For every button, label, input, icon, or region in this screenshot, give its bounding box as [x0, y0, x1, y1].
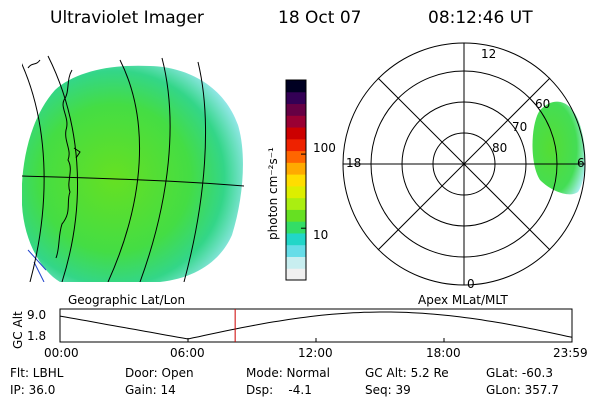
- colorbar-swatch: [286, 91, 306, 105]
- info-dsp: Dsp: -4.1: [246, 383, 312, 397]
- colorbar-tick-10: 10: [313, 228, 329, 242]
- info-glon: GLon: 357.7: [486, 383, 559, 397]
- lat-label-60: 60: [535, 97, 551, 111]
- mlt-label-0: 0: [467, 277, 475, 291]
- colorbar-swatch: [286, 115, 306, 128]
- info-flt: Flt: LBHL: [10, 366, 64, 380]
- meridian: [22, 63, 45, 282]
- colorbar-swatch: [286, 138, 306, 152]
- instrument-title: Ultraviolet Imager: [50, 8, 204, 28]
- colorbar-swatch: [286, 127, 306, 140]
- colorbar-swatch: [286, 103, 306, 116]
- xtick-label: 18:00: [426, 346, 461, 360]
- xtick-label: 00:00: [44, 346, 79, 360]
- parallel: [22, 175, 245, 187]
- info-door: Door: Open: [125, 366, 194, 380]
- colorbar-swatch: [286, 150, 306, 163]
- xtick-label: 12:00: [298, 346, 333, 360]
- time-label: 08:12:46 UT: [428, 8, 533, 28]
- coastline-blue: [27, 249, 47, 282]
- info-gc-alt: GC Alt: 5.2 Re: [365, 366, 449, 380]
- altitude-curve: [59, 311, 573, 340]
- altitude-ytick-bottom: 1.8: [27, 329, 47, 343]
- lat-label-70: 70: [512, 120, 528, 134]
- mlt-label-18: 18: [346, 156, 362, 170]
- polar-diagonal: [377, 77, 551, 251]
- xtick-label: 06:00: [170, 346, 205, 360]
- altitude-ylabel: GC Alt: [11, 311, 25, 349]
- colorbar: [285, 79, 307, 281]
- polar-aurora-blob: [532, 101, 586, 195]
- colorbar-swatch: [286, 197, 306, 210]
- meridian: [107, 59, 141, 282]
- altitude-ytick-top: 9.0: [27, 308, 47, 322]
- mlt-label-6: 6: [577, 156, 585, 170]
- info-glat: GLat: -60.3: [486, 366, 553, 380]
- colorbar-frame: [285, 79, 307, 281]
- colorbar-swatch: [286, 174, 306, 187]
- altitude-xticks: [59, 338, 573, 342]
- colorbar-swatch: [286, 256, 306, 269]
- colorbar-swatch: [286, 244, 306, 257]
- xtick-label: 23:59: [553, 346, 588, 360]
- colorbar-swatch: [286, 80, 306, 93]
- colorbar-swatch: [286, 268, 306, 281]
- geo-image-panel: [22, 55, 245, 282]
- colorbar-tick-100: 100: [313, 141, 336, 155]
- colorbar-swatch: [286, 221, 306, 234]
- date-label: 18 Oct 07: [278, 8, 362, 28]
- uv-image-blob: [22, 65, 243, 282]
- geo-panel-label: Geographic Lat/Lon: [68, 293, 186, 307]
- colorbar-swatch: [286, 209, 306, 222]
- polar-plot: [342, 42, 586, 286]
- altitude-plot: [59, 308, 573, 343]
- altitude-plot-frame: [59, 308, 573, 343]
- info-seq: Seq: 39: [365, 383, 411, 397]
- polar-panel-label: Apex MLat/MLT: [418, 293, 508, 307]
- meridian: [139, 57, 171, 282]
- colorbar-swatch: [286, 185, 306, 199]
- info-ip: IP: 36.0: [10, 383, 56, 397]
- mlt-label-12: 12: [481, 47, 497, 61]
- info-mode: Mode: Normal: [246, 366, 330, 380]
- meridian: [47, 55, 78, 282]
- colorbar-unit-label: photon cm⁻²s⁻¹: [266, 147, 280, 240]
- info-gain: Gain: 14: [125, 383, 176, 397]
- colorbar-swatch: [286, 162, 306, 175]
- colorbar-swatch: [286, 232, 306, 246]
- lat-label-80: 80: [492, 141, 508, 155]
- meridian: [183, 61, 206, 282]
